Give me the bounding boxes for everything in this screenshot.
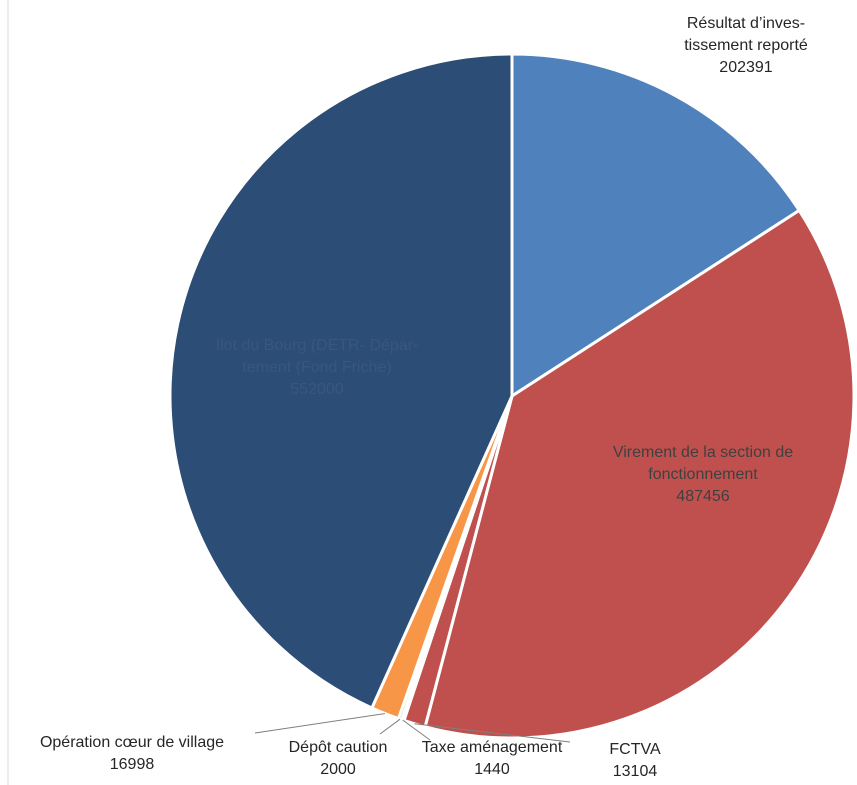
data-label-value: 13104 — [613, 763, 658, 780]
data-labels: Résultat d’inves-tissement reporté 202391… — [40, 15, 808, 780]
leader-line-6 — [254, 713, 386, 734]
data-label-value: 487456 — [676, 488, 729, 505]
data-label-6: Opération cœur de village 16998 — [40, 734, 224, 773]
data-label-1: Résultat d’inves-tissement reporté 202391 — [684, 15, 808, 76]
leader-line-5 — [379, 718, 401, 735]
data-label-category: Taxe aménagement — [422, 739, 563, 756]
data-label-2: Virement de la section de fonctionnement 4… — [613, 444, 793, 505]
data-label-5: Dépôt caution 2000 — [289, 739, 388, 778]
data-label-category: Résultat d’inves- — [687, 15, 805, 32]
data-label-value: 202391 — [719, 59, 772, 76]
data-label-category: Ilot du Bourg (DETR- Dépar- — [216, 337, 419, 354]
data-label-category: fonctionnement — [648, 466, 758, 483]
pie-slice-2 — [423, 208, 856, 740]
data-label-7: Ilot du Bourg (DETR- Dépar-tement (Fond … — [216, 337, 419, 398]
data-label-value: 16998 — [110, 756, 155, 773]
data-label-value: 2000 — [320, 761, 356, 778]
data-label-category: tement (Fond Friche) — [242, 359, 391, 376]
leader-line-3 — [414, 723, 571, 743]
pie-slices — [168, 52, 856, 740]
data-label-value: 1440 — [474, 761, 510, 778]
leader-lines — [254, 713, 571, 743]
leader-line-4 — [402, 719, 431, 741]
data-label-value: 552000 — [290, 381, 343, 398]
data-label-category: Virement de la section de — [613, 444, 793, 461]
pie-slice-1 — [510, 52, 801, 398]
data-label-category: FCTVA — [609, 741, 661, 758]
data-label-category: Opération cœur de village — [40, 734, 224, 751]
data-label-category: Dépôt caution — [289, 739, 388, 756]
data-label-3: FCTVA 13104 — [609, 741, 661, 780]
data-label-4: Taxe aménagement 1440 — [422, 739, 563, 778]
data-label-category: tissement reporté — [684, 37, 808, 54]
pie-slice-7 — [168, 52, 514, 710]
